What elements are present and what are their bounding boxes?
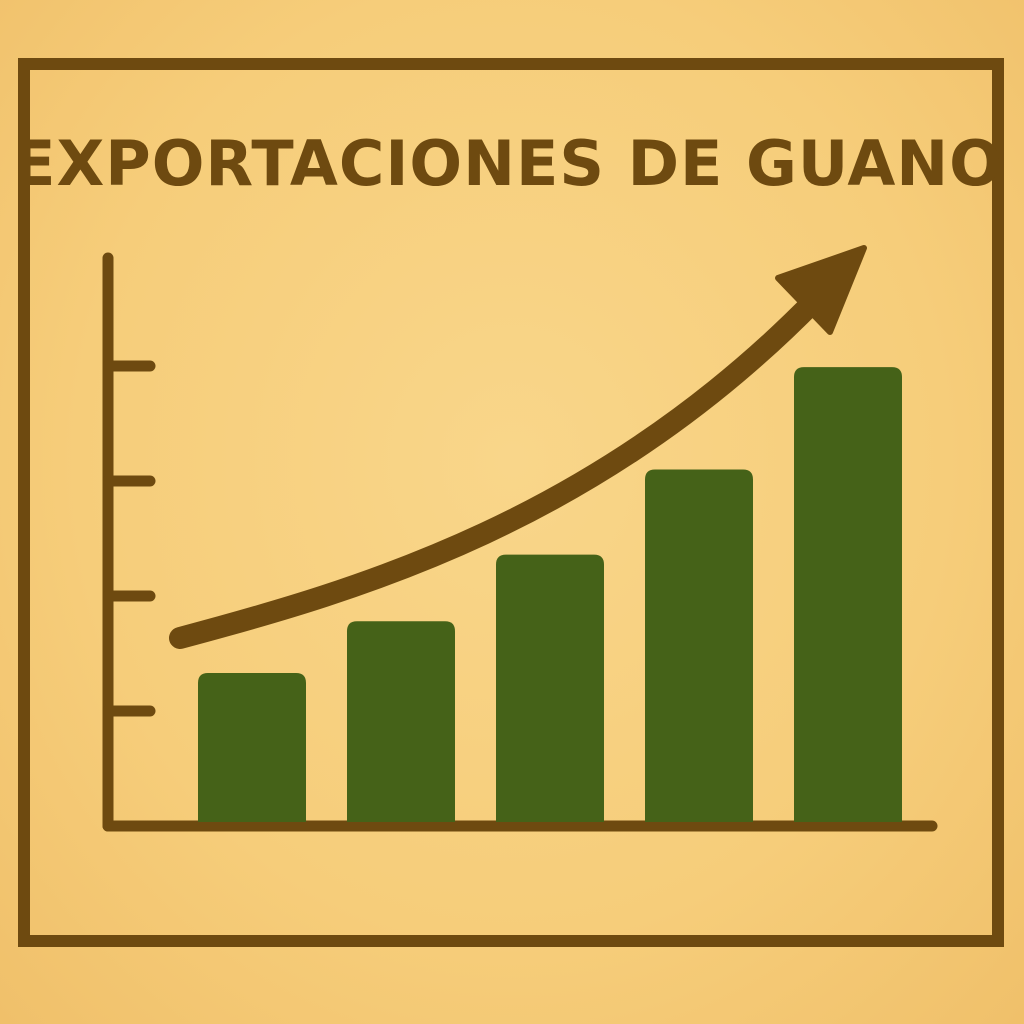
bar (198, 673, 306, 822)
poster-frame (18, 58, 1004, 947)
bar (347, 621, 455, 822)
plot-area (102, 245, 938, 832)
trend-arrow-shaft (169, 289, 826, 649)
chart-title: EXPORTACIONES DE GUANO (13, 127, 1003, 200)
bar (794, 367, 902, 822)
bar (496, 554, 604, 822)
bar (645, 469, 753, 822)
trend-arrow-head (775, 245, 867, 335)
